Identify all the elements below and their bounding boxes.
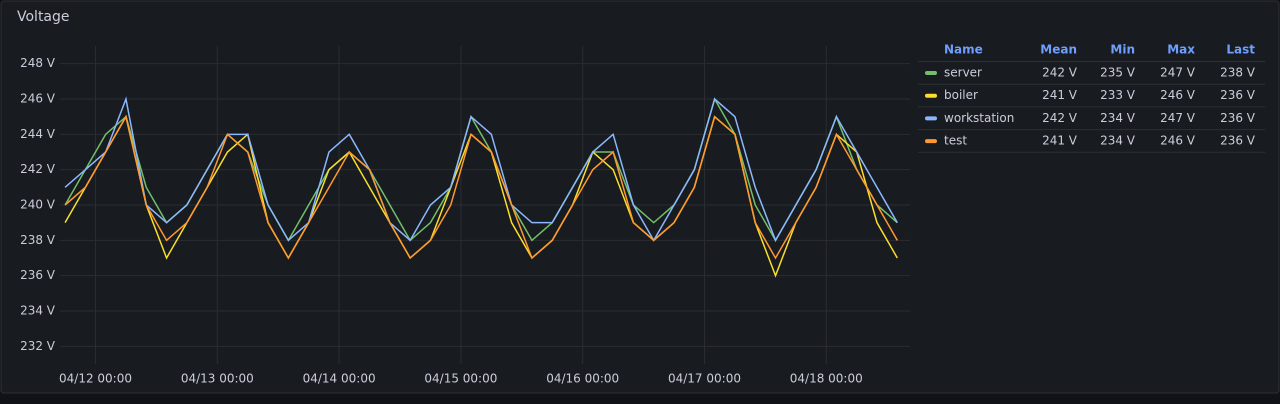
legend-stat: 233 V [1100,88,1136,102]
legend-stat: 246 V [1160,134,1196,148]
legend-stat: 247 V [1160,111,1196,125]
legend-stat: 242 V [1042,111,1078,125]
legend-header[interactable]: Name [944,43,983,57]
y-tick-label: 232 V [20,339,56,353]
legend-stat: 235 V [1100,66,1136,80]
legend-stat: 236 V [1220,88,1256,102]
y-tick-label: 238 V [20,233,56,247]
y-tick-label: 246 V [20,92,56,106]
y-tick-label: 248 V [20,56,56,70]
panel-frame [0,0,1280,394]
legend-swatch [925,139,937,144]
legend-header[interactable]: Last [1226,43,1255,57]
y-tick-label: 234 V [20,304,56,318]
x-tick-label: 04/13 00:00 [181,372,254,386]
y-tick-label: 242 V [20,162,56,176]
legend-stat: 234 V [1100,111,1136,125]
x-tick-label: 04/12 00:00 [59,372,132,386]
y-tick-label: 240 V [20,198,56,212]
y-tick-label: 244 V [20,127,56,141]
legend-swatch [925,71,937,75]
legend-stat: 236 V [1220,111,1256,125]
series-line [64,114,898,260]
legend-stat: 238 V [1220,66,1256,80]
legend-header[interactable]: Mean [1040,43,1077,57]
x-tick-label: 04/15 00:00 [424,372,497,386]
legend-stat: 241 V [1042,88,1078,102]
panel-title[interactable]: Voltage [17,9,70,25]
x-tick-label: 04/18 00:00 [790,372,863,386]
legend-swatch [925,116,937,121]
x-tick-label: 04/16 00:00 [546,372,619,386]
x-tick-label: 04/17 00:00 [668,372,741,386]
legend-header[interactable]: Max [1167,43,1195,57]
legend-stat: 242 V [1042,66,1078,80]
legend-stat: 241 V [1042,134,1078,148]
legend-stat: 234 V [1100,134,1136,148]
legend-header[interactable]: Min [1110,43,1135,57]
legend-stat: 247 V [1160,66,1196,80]
legend-stat: 236 V [1220,134,1256,148]
y-tick-label: 236 V [20,268,56,282]
x-tick-label: 04/14 00:00 [303,372,376,386]
legend-stat: 246 V [1160,88,1196,102]
series-line [64,96,898,243]
legend-name[interactable]: test [944,134,967,148]
legend-name[interactable]: boiler [944,88,978,102]
legend-swatch [925,93,937,98]
legend-name[interactable]: workstation [944,111,1014,125]
legend-name[interactable]: server [944,66,982,80]
